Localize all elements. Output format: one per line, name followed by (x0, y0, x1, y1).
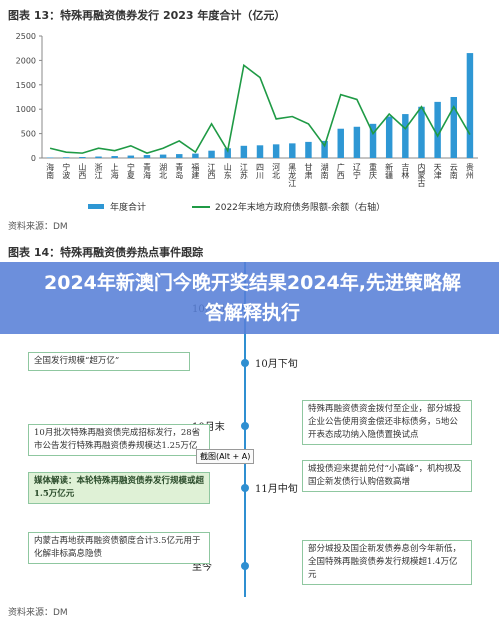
bar (385, 116, 393, 158)
bar (402, 114, 409, 158)
x-tick-label: 黑龙江 (288, 163, 297, 188)
x-tick-label: 江西 (207, 163, 216, 180)
x-tick-label: 青岛 (175, 162, 184, 180)
bar (272, 144, 280, 158)
legend-swatch (88, 204, 104, 209)
x-tick-label: 四川 (256, 163, 265, 179)
legend-label: 年度合计 (110, 201, 146, 213)
x-tick-label: 云南 (449, 163, 458, 179)
x-tick-label: 江苏 (239, 163, 248, 180)
bar (466, 53, 474, 158)
source: 资料来源：DM (8, 222, 68, 232)
x-tick-label: 内蒙古 (417, 162, 426, 188)
banner: 2024年新澳门今晚开奖结果2024年,先进策略解答解释执行 (0, 262, 499, 334)
bar (79, 157, 86, 158)
bar (111, 156, 118, 158)
x-tick-label: 山西 (78, 162, 87, 180)
bar (95, 156, 102, 158)
event-box: 内蒙古再地获再融资债额度合计3.5亿元用于化解非标高息隐债 (28, 532, 210, 564)
x-tick-label: 河北 (272, 162, 281, 180)
chart: 0 500 1000 1500 2000 2500 海南 宁波 山西 浙江 上海 宁夏 青海 湖北 青岛 福建… (16, 32, 478, 213)
bar (127, 155, 135, 158)
y-tick-label: 2500 (16, 32, 36, 41)
bar (337, 128, 344, 158)
event-box: 全国发行规模“超万亿” (28, 352, 190, 371)
x-tick-label: 上海 (110, 163, 119, 180)
figure-title: 图表 14：特殊再融资债券热点事件跟踪 (8, 246, 204, 259)
event-box: 特殊再融资债资金拨付至企业，部分城投企业公告使用资金偿还非标债务，5地公开表态成… (302, 400, 472, 445)
bar (240, 145, 248, 158)
x-tick-label: 甘肃 (304, 162, 313, 180)
legend-label: 2022年末地方政府债务限额-余额（右轴） (215, 201, 385, 213)
tooltip: 截图(Alt + A) (196, 449, 255, 464)
x-tick-label: 青海 (142, 162, 151, 180)
event-box: 城投债迎来提前兑付“小高峰”，机构视及国企新发债行认购倍数高增 (302, 460, 472, 492)
bar (208, 150, 215, 158)
x-tick-label: 广西 (336, 162, 345, 180)
y-tick-label: 500 (21, 130, 36, 139)
x-tick-label: 湖北 (159, 163, 168, 180)
bar (418, 106, 425, 158)
bar (256, 145, 264, 158)
bar (159, 154, 167, 158)
bar (305, 141, 312, 158)
timeline-dot (241, 422, 249, 430)
timeline-date: 11月中旬 (253, 480, 300, 495)
x-tick-label: 湖南 (320, 163, 329, 179)
figure-title: 图表 13：特殊再融资债券发行 2023 年度合计（亿元） (8, 9, 286, 22)
timeline-dot (241, 484, 249, 492)
x-tick-label: 宁夏 (126, 162, 135, 179)
x-tick-label: 浙江 (94, 162, 103, 180)
source: 资料来源：DM (8, 608, 68, 618)
x-tick-label: 山东 (223, 162, 232, 179)
y-tick-label: 0 (31, 154, 36, 163)
x-tick-label: 海南 (46, 162, 55, 179)
x-tick-label: 新疆 (385, 162, 394, 180)
bar (434, 101, 441, 158)
event-box: 媒体解读：本轮特殊再融资债券发行规模或超1.5万亿元 (28, 472, 210, 504)
bar (321, 140, 328, 158)
bar (143, 155, 151, 158)
line (49, 63, 471, 154)
x-tick-label: 贵州 (465, 162, 474, 179)
bar (289, 143, 296, 158)
bar (353, 126, 361, 158)
y-tick-label: 2000 (16, 56, 36, 65)
timeline-dot (241, 359, 249, 367)
bar (176, 154, 183, 158)
y-tick-label: 1500 (16, 81, 36, 90)
y-tick-label: 1000 (16, 105, 36, 114)
x-tick-label: 天津 (433, 163, 442, 180)
bar (192, 153, 199, 158)
event-box: 10月批次特殊再融资债完成招标发行，28省市公告发行特殊再融资债券规模达1.25… (28, 424, 210, 456)
timeline-dot (241, 562, 249, 570)
x-tick-label: 辽宁 (352, 163, 361, 179)
x-tick-label: 宁波 (62, 162, 71, 180)
x-tick-label: 重庆 (369, 162, 378, 180)
bar (62, 157, 70, 158)
x-tick-label: 福建 (191, 163, 200, 180)
bar (224, 148, 231, 158)
x-tick-label: 吉林 (401, 163, 410, 180)
event-box: 部分城投及国企新发债券息创今年新低，全国特殊再融资债券发行规模超1.4万亿元 (302, 540, 472, 585)
timeline-date: 10月下旬 (253, 355, 300, 370)
bar (450, 97, 458, 158)
bar (369, 123, 377, 158)
